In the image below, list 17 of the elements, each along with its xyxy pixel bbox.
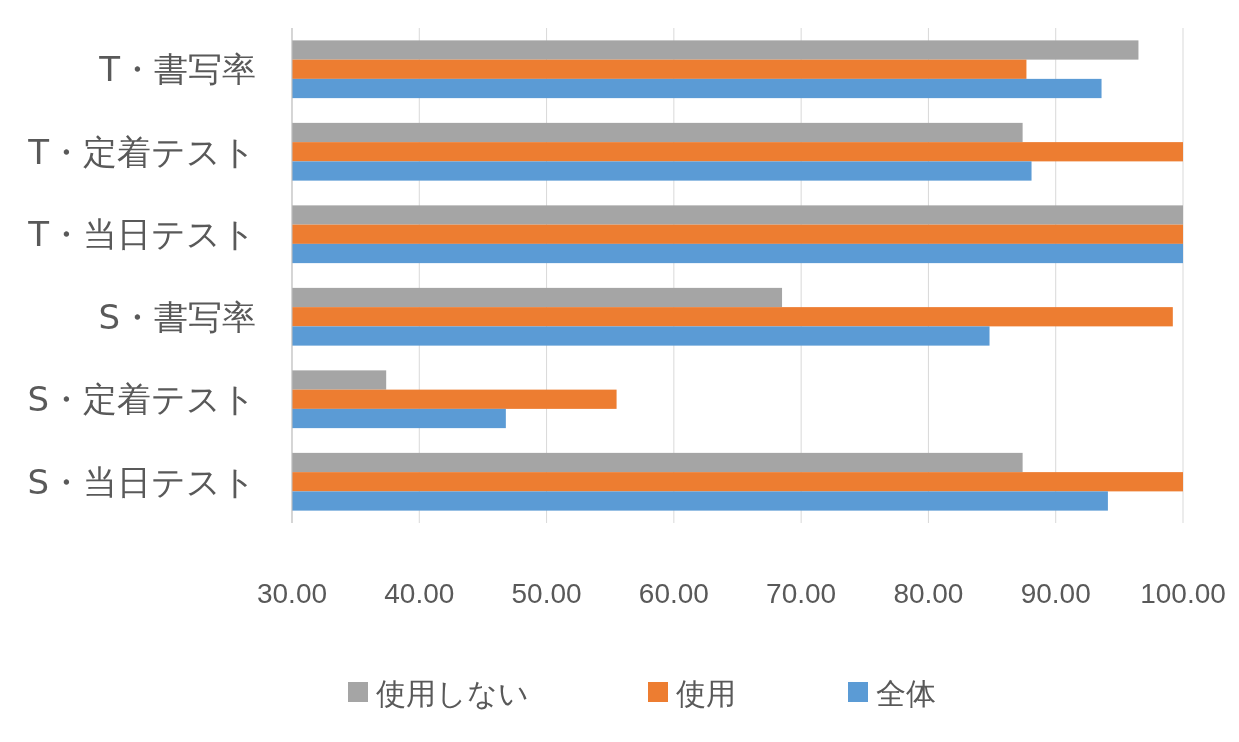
x-tick-label: 30.00 xyxy=(256,578,328,609)
x-tick-label: 50.00 xyxy=(511,578,582,609)
legend-label: 使用しない xyxy=(376,676,529,711)
y-tick-label: T・当日テスト xyxy=(27,214,256,255)
y-tick-label: S・定着テスト xyxy=(27,379,256,420)
x-tick-label: 80.00 xyxy=(893,578,964,609)
x-tick-label: 40.00 xyxy=(384,578,455,609)
y-tick-label: T・定着テスト xyxy=(27,131,256,172)
x-tick-label: 100.00 xyxy=(1140,578,1226,609)
x-tick-label: 70.00 xyxy=(766,578,837,609)
x-tick-label: 60.00 xyxy=(638,578,709,609)
legend-label: 全体 xyxy=(876,676,936,711)
y-tick-label: S・書写率 xyxy=(98,296,256,337)
legend-label: 使用 xyxy=(676,676,736,711)
y-tick-label: T・書写率 xyxy=(98,49,256,90)
y-tick-label: S・当日テスト xyxy=(27,461,256,502)
x-tick-label: 90.00 xyxy=(1020,578,1091,609)
